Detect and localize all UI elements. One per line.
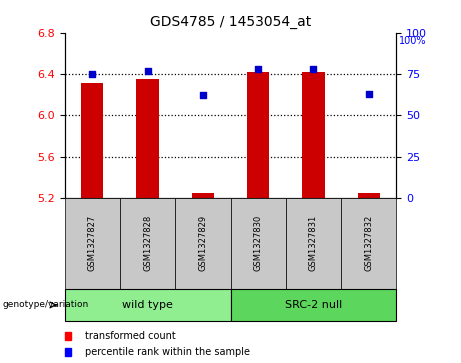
Text: GSM1327828: GSM1327828 — [143, 215, 152, 271]
Bar — [302, 72, 325, 198]
Title: GDS4785 / 1453054_at: GDS4785 / 1453054_at — [150, 15, 311, 29]
Bar — [192, 193, 214, 198]
Text: genotype/variation: genotype/variation — [2, 301, 89, 309]
Text: wild type: wild type — [122, 300, 173, 310]
Point — [365, 91, 372, 97]
Point — [144, 68, 151, 74]
Text: GSM1327827: GSM1327827 — [88, 215, 97, 271]
Bar — [81, 83, 103, 198]
Text: GSM1327831: GSM1327831 — [309, 215, 318, 271]
Point — [310, 66, 317, 72]
Text: GSM1327832: GSM1327832 — [364, 215, 373, 271]
Text: transformed count: transformed count — [85, 331, 176, 341]
Text: SRC-2 null: SRC-2 null — [285, 300, 342, 310]
Bar — [247, 72, 269, 198]
Text: GSM1327829: GSM1327829 — [198, 215, 207, 271]
Bar — [136, 79, 159, 198]
Point — [199, 93, 207, 98]
Text: percentile rank within the sample: percentile rank within the sample — [85, 347, 250, 357]
Point — [89, 71, 96, 77]
Bar — [358, 193, 380, 198]
Point — [254, 66, 262, 72]
Text: 100%: 100% — [399, 36, 426, 46]
Text: GSM1327830: GSM1327830 — [254, 215, 263, 271]
